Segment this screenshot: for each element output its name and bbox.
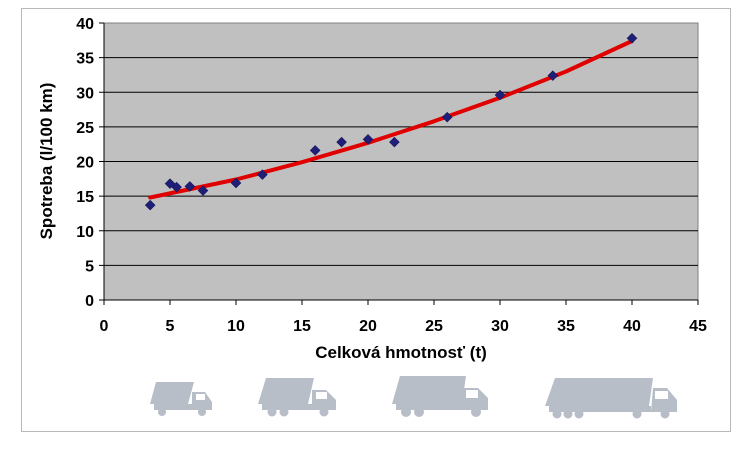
x-tick-label: 0 bbox=[100, 318, 109, 335]
data-point bbox=[309, 145, 321, 156]
y-tick-label: 20 bbox=[76, 155, 94, 172]
x-axis-title: Celková hmotnosť (t) bbox=[315, 343, 487, 362]
data-point bbox=[257, 169, 268, 181]
y-axis-title: Spotreba (l/100 km) bbox=[37, 83, 56, 240]
x-tick-label: 30 bbox=[491, 318, 509, 335]
data-point bbox=[144, 199, 156, 211]
x-tick-label: 10 bbox=[227, 318, 245, 335]
data-point bbox=[230, 177, 242, 189]
y-tick-label: 5 bbox=[85, 258, 94, 275]
x-tick-label: 40 bbox=[623, 318, 641, 335]
data-point bbox=[171, 181, 182, 193]
data-point bbox=[336, 136, 347, 148]
y-tick-label: 10 bbox=[76, 224, 94, 241]
x-tick-label: 5 bbox=[166, 318, 175, 335]
data-point bbox=[494, 89, 506, 101]
data-point bbox=[197, 185, 209, 196]
medium-truck-icon bbox=[258, 378, 336, 417]
x-tick-label: 45 bbox=[689, 318, 707, 335]
truck-row bbox=[150, 376, 677, 419]
y-tick-label: 15 bbox=[76, 189, 94, 206]
large-truck-icon bbox=[392, 376, 488, 417]
y-tick-label: 0 bbox=[85, 293, 94, 310]
small-truck-icon bbox=[150, 382, 212, 416]
y-tick-label: 35 bbox=[76, 51, 94, 68]
data-point bbox=[441, 111, 453, 123]
data-point bbox=[362, 133, 374, 145]
x-tick-label: 25 bbox=[425, 318, 443, 335]
semi-trailer-truck-icon bbox=[545, 378, 677, 419]
y-tick-label: 40 bbox=[76, 16, 94, 33]
data-point bbox=[547, 70, 559, 81]
x-tick-label: 35 bbox=[557, 318, 575, 335]
x-tick-label: 20 bbox=[359, 318, 377, 335]
data-point bbox=[184, 181, 196, 192]
data-point bbox=[389, 136, 400, 148]
y-tick-label: 25 bbox=[76, 120, 94, 137]
x-tick-label: 15 bbox=[293, 318, 311, 335]
data-point bbox=[626, 32, 638, 44]
y-tick-label: 30 bbox=[76, 85, 94, 102]
